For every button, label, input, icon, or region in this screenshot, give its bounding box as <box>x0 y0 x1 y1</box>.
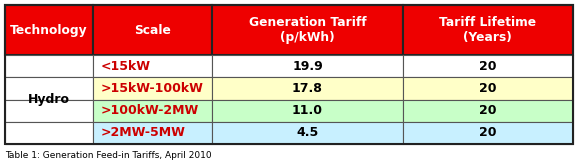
Bar <box>212 122 403 144</box>
Bar <box>93 100 212 122</box>
Bar <box>212 55 403 77</box>
Bar <box>403 55 573 77</box>
Bar <box>93 77 212 100</box>
Text: Tariff Lifetime
(Years): Tariff Lifetime (Years) <box>439 16 536 44</box>
Bar <box>212 5 403 55</box>
Text: >15kW-100kW: >15kW-100kW <box>100 82 203 95</box>
Bar <box>5 5 573 144</box>
Bar <box>5 5 93 55</box>
Bar <box>403 5 573 55</box>
Text: 20: 20 <box>479 60 497 73</box>
Text: >2MW-5MW: >2MW-5MW <box>100 126 185 139</box>
Bar <box>403 122 573 144</box>
Text: Table 1: Generation Feed-in Tariffs, April 2010: Table 1: Generation Feed-in Tariffs, Apr… <box>5 151 212 160</box>
Bar <box>212 77 403 100</box>
Text: 11.0: 11.0 <box>292 104 323 117</box>
Text: >100kW-2MW: >100kW-2MW <box>100 104 198 117</box>
Bar <box>403 77 573 100</box>
Text: <15kW: <15kW <box>100 60 150 73</box>
Text: 20: 20 <box>479 104 497 117</box>
Bar <box>5 77 93 100</box>
Text: 20: 20 <box>479 126 497 139</box>
Text: Hydro: Hydro <box>28 93 70 106</box>
Text: Generation Tariff
(p/kWh): Generation Tariff (p/kWh) <box>249 16 366 44</box>
Text: 19.9: 19.9 <box>292 60 323 73</box>
Bar <box>93 122 212 144</box>
Bar <box>5 122 93 144</box>
Bar <box>212 100 403 122</box>
Text: 4.5: 4.5 <box>297 126 318 139</box>
Text: Technology: Technology <box>10 24 88 37</box>
Bar <box>93 5 212 55</box>
Text: 17.8: 17.8 <box>292 82 323 95</box>
Text: 20: 20 <box>479 82 497 95</box>
Bar <box>93 55 212 77</box>
Bar <box>5 55 93 77</box>
Bar <box>403 100 573 122</box>
Bar <box>5 100 93 122</box>
Text: Scale: Scale <box>134 24 171 37</box>
